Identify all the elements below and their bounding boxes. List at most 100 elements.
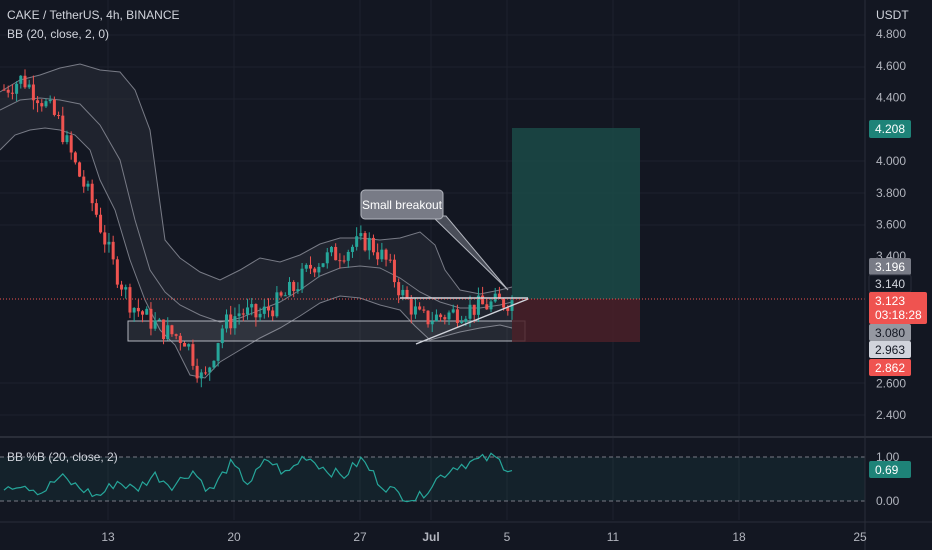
target-tag-bg (869, 120, 911, 138)
level-3140-tag: 3.140 (875, 277, 905, 291)
candle-body (82, 176, 86, 187)
candle-body (90, 183, 94, 204)
level-3196-tag: 3.196 (875, 260, 905, 274)
candle-body (40, 103, 44, 107)
candle-body (283, 295, 287, 297)
indicator-legend[interactable]: BB (20, close, 2, 0) (7, 27, 110, 41)
candle-body (434, 314, 438, 322)
candle-body (464, 318, 468, 322)
candle-body (338, 260, 342, 262)
loss-zone[interactable] (512, 299, 640, 342)
candle-body (413, 306, 417, 315)
price-tick-2600: 2.600 (876, 376, 906, 390)
candle-body (472, 304, 476, 315)
candle-body (451, 309, 455, 313)
level-2963-tag: 2.963 (875, 343, 905, 357)
candle-body (136, 307, 140, 312)
annotation-callout[interactable]: Small breakout (360, 189, 509, 291)
candle-body (120, 284, 124, 290)
candle-body (380, 249, 384, 260)
date-tick-11: 11 (607, 530, 620, 544)
candle-body (208, 367, 212, 373)
candle-body (329, 246, 333, 253)
candle-body (359, 233, 363, 237)
candle-body (199, 372, 203, 379)
candle-body (313, 268, 317, 273)
candle-body (447, 312, 451, 320)
candle-body (258, 313, 262, 318)
candle-body (422, 309, 426, 311)
candle-body (363, 233, 367, 251)
candle-body (439, 314, 443, 318)
candle-body (229, 314, 233, 329)
chart-title[interactable]: CAKE / TetherUS, 4h, BINANCE (7, 8, 180, 22)
candle-body (15, 83, 19, 94)
candle-body (19, 75, 23, 84)
level-3196-bg (869, 258, 911, 275)
oscillator-pane[interactable] (0, 452, 865, 503)
triangle-pattern[interactable] (400, 297, 529, 345)
candle-body (321, 263, 325, 267)
bollinger-lower (0, 127, 513, 379)
candle-body (153, 320, 157, 329)
candle-body (241, 313, 245, 315)
price-tick-4800: 4.800 (876, 27, 906, 41)
price-tick-4400: 4.400 (876, 91, 906, 105)
candle-body (371, 237, 375, 253)
stop-tag: 2.862 (875, 361, 905, 375)
osc-band-fill (0, 457, 865, 501)
candle-body (409, 298, 413, 315)
price-tick-2400: 2.400 (876, 408, 906, 422)
date-tick-18: 18 (732, 530, 746, 544)
candle-body (141, 311, 145, 315)
candle-body (107, 241, 111, 245)
candle-body (430, 321, 434, 325)
candle-body (44, 101, 48, 107)
candle-body (124, 287, 128, 290)
candle-body (216, 343, 220, 361)
date-tick-jul: Jul (422, 530, 439, 544)
osc-line (3, 452, 513, 503)
candle-body (128, 287, 132, 313)
current-price-tag: 3.123 (875, 294, 905, 308)
candle-body (279, 292, 283, 296)
candle-body (367, 237, 371, 251)
candle-body (225, 314, 229, 329)
candle-body (157, 319, 161, 321)
price-axis[interactable]: 4.800 4.600 4.400 4.000 3.800 3.600 2.600 2.400… (864, 0, 906, 550)
candle-body (86, 183, 90, 187)
candle-body (401, 289, 405, 296)
candle-body (405, 289, 409, 299)
candle-body (178, 335, 182, 344)
sub-indicator-legend[interactable]: BB %B (20, close, 2) (7, 450, 118, 464)
candle-body (36, 100, 40, 104)
candle-body (292, 281, 296, 291)
candle-body (69, 135, 73, 153)
level-2963-bg (869, 341, 911, 358)
candle-body (296, 289, 300, 291)
candle-body (27, 84, 31, 88)
candle-body (334, 246, 338, 261)
candle-body (2, 89, 6, 91)
annotation-text: Small breakout (362, 198, 443, 212)
candle-body (145, 308, 149, 315)
candle-body (220, 328, 224, 344)
candle-body (287, 281, 291, 296)
candle-body (246, 307, 250, 315)
candle-body (10, 92, 14, 94)
date-axis[interactable]: 13 20 27 Jul 5 11 18 25 (0, 521, 932, 544)
countdown-tag: 03:18:28 (875, 308, 922, 322)
candle-body (418, 306, 422, 310)
candle-body (460, 321, 464, 323)
candle-body (191, 344, 195, 366)
candle-body (426, 310, 430, 325)
profit-zone[interactable] (512, 128, 640, 299)
candles (2, 69, 514, 388)
candle-body (485, 304, 489, 310)
bollinger-basis (0, 97, 513, 323)
candle-body (174, 334, 178, 336)
candle-body (308, 264, 312, 269)
candle-body (183, 343, 187, 347)
candle-body (502, 298, 506, 308)
